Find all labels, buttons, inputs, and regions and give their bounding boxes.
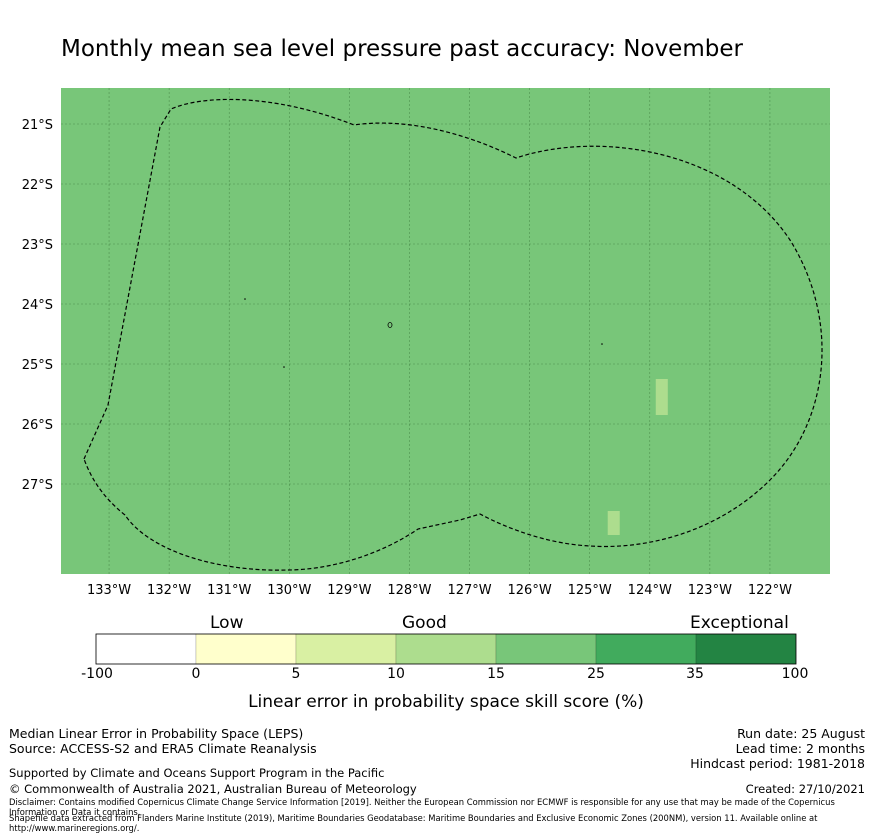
shapefile-credit: Shapefile data extracted from Flanders M…: [9, 813, 818, 833]
colorbar-segment: [295, 633, 397, 665]
colorbar-segment: [595, 633, 697, 665]
leps-description: Median Linear Error in Probability Space…: [9, 726, 304, 741]
map-background: [61, 88, 830, 574]
longitude-tick-label: 123°W: [688, 583, 732, 598]
longitude-tick-label: 131°W: [207, 583, 251, 598]
skill-highlight-cell: [655, 379, 668, 415]
island-dot: [283, 366, 285, 368]
colorbar-tick-label: 100: [781, 666, 809, 682]
support-statement: Supported by Climate and Oceans Support …: [9, 766, 385, 780]
colorbar-tick-label: 25: [587, 666, 605, 682]
longitude-tick-label: 127°W: [447, 583, 491, 598]
colorbar-segment: [495, 633, 597, 665]
colorbar-tick-label: 5: [291, 666, 301, 682]
colorbar-frame: [95, 633, 797, 665]
latitude-tick-label: 22°S: [22, 178, 53, 193]
longitude-tick-label: 133°W: [87, 583, 131, 598]
colorbar-tick-label: -100: [81, 666, 113, 682]
skill-highlight-cell: [607, 511, 620, 535]
category-low-label: Low: [210, 613, 244, 633]
colorbar-tick-label: 15: [487, 666, 505, 682]
data-source: Source: ACCESS-S2 and ERA5 Climate Reana…: [9, 741, 317, 756]
island-dot: [244, 298, 246, 300]
latitude-tick-label: 24°S: [22, 298, 53, 313]
run-date: Run date: 25 August: [737, 726, 865, 741]
longitude-tick-label: 128°W: [387, 583, 431, 598]
colorbar-tick-label: 35: [686, 666, 704, 682]
disclaimer: Disclaimer: Contains modified Copernicus…: [9, 797, 835, 817]
eez-boundary: [83, 98, 823, 571]
latitude-tick-label: 21°S: [22, 118, 53, 133]
latitude-tick-label: 23°S: [22, 238, 53, 253]
island-outline: [387, 322, 393, 328]
colorbar-tick-label: 10: [387, 666, 405, 682]
colorbar-segment: [395, 633, 497, 665]
latitude-tick-label: 26°S: [22, 418, 53, 433]
longitude-tick-label: 124°W: [628, 583, 672, 598]
colorbar-tick-label: 0: [191, 666, 201, 682]
category-good-label: Good: [402, 613, 447, 633]
category-exceptional-label: Exceptional: [690, 613, 789, 633]
longitude-tick-label: 126°W: [508, 583, 552, 598]
colorbar-segment: [195, 633, 297, 665]
longitude-tick-label: 122°W: [748, 583, 792, 598]
created-date: Created: 27/10/2021: [745, 782, 865, 796]
latitude-tick-label: 25°S: [22, 358, 53, 373]
island-dot: [601, 343, 603, 345]
colorbar-segment: [695, 633, 797, 665]
longitude-tick-label: 130°W: [267, 583, 311, 598]
colorbar-axis-label: Linear error in probability space skill …: [248, 692, 644, 712]
latitude-tick-label: 27°S: [22, 478, 53, 493]
longitude-tick-label: 132°W: [147, 583, 191, 598]
lead-time: Lead time: 2 months: [735, 741, 865, 756]
colorbar-segment: [95, 633, 197, 665]
longitude-tick-label: 129°W: [327, 583, 371, 598]
longitude-tick-label: 125°W: [568, 583, 612, 598]
copyright: © Commonwealth of Australia 2021, Austra…: [9, 782, 417, 796]
page-title: Monthly mean sea level pressure past acc…: [61, 36, 743, 62]
hindcast-period: Hindcast period: 1981-2018: [690, 756, 865, 771]
